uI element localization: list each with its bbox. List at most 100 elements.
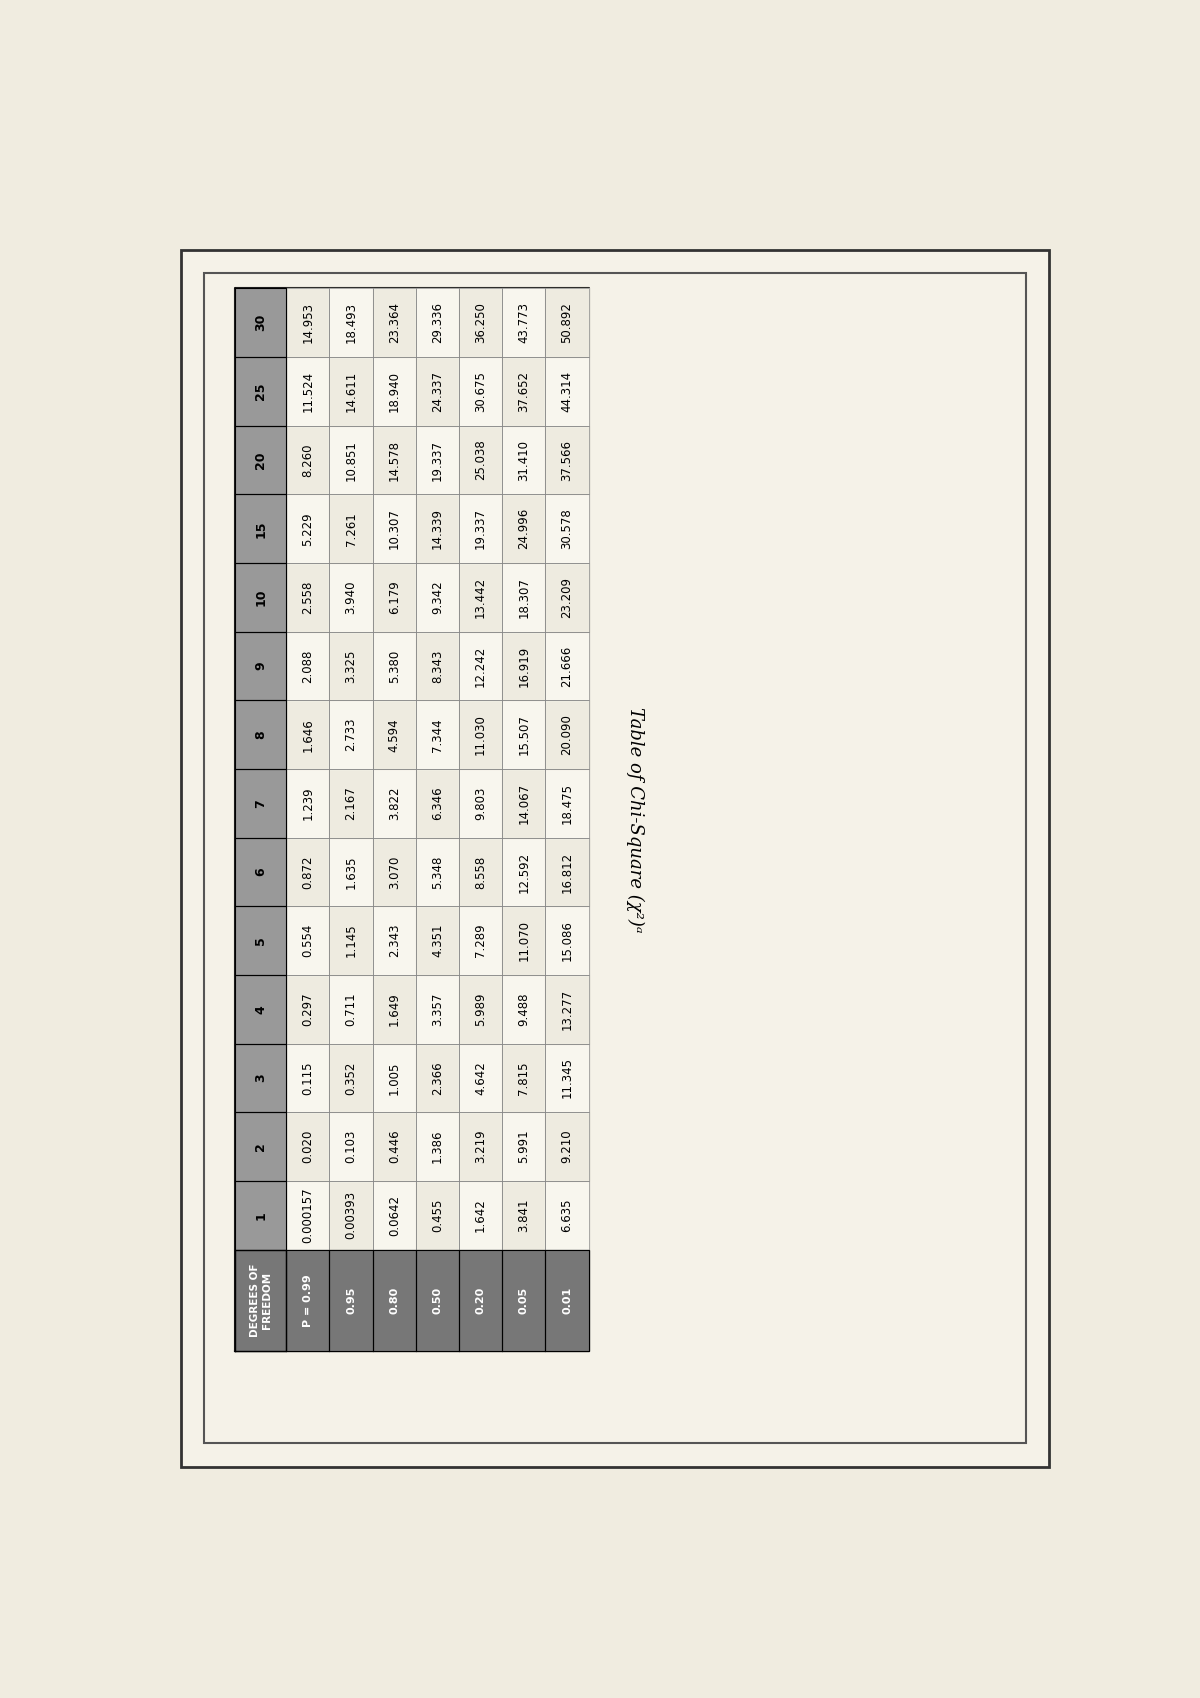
Polygon shape	[546, 632, 589, 700]
Polygon shape	[373, 1044, 416, 1112]
Polygon shape	[503, 564, 546, 632]
Text: 4: 4	[254, 1005, 268, 1014]
Polygon shape	[287, 494, 330, 564]
Text: 24.996: 24.996	[517, 508, 530, 550]
Polygon shape	[460, 357, 503, 426]
Text: 1.005: 1.005	[388, 1061, 401, 1095]
Polygon shape	[330, 632, 373, 700]
Text: 2.343: 2.343	[388, 924, 401, 958]
Polygon shape	[330, 426, 373, 494]
Text: 5: 5	[254, 936, 268, 946]
Polygon shape	[460, 1112, 503, 1182]
Polygon shape	[235, 632, 287, 700]
Polygon shape	[235, 975, 287, 1044]
Text: 10.851: 10.851	[344, 440, 358, 481]
Text: 31.410: 31.410	[517, 440, 530, 481]
Text: 23.364: 23.364	[388, 302, 401, 343]
Polygon shape	[460, 700, 503, 769]
Text: 3.841: 3.841	[517, 1199, 530, 1233]
Text: 12.242: 12.242	[474, 645, 487, 686]
Polygon shape	[287, 426, 330, 494]
Text: 18.940: 18.940	[388, 370, 401, 413]
Text: 1.239: 1.239	[301, 786, 314, 820]
Polygon shape	[235, 357, 287, 426]
Text: 8.260: 8.260	[301, 443, 314, 477]
Text: 0.297: 0.297	[301, 993, 314, 1026]
Text: 14.339: 14.339	[431, 508, 444, 548]
Polygon shape	[330, 1044, 373, 1112]
Polygon shape	[373, 564, 416, 632]
Polygon shape	[416, 907, 460, 975]
Polygon shape	[460, 632, 503, 700]
Text: 6.346: 6.346	[431, 786, 444, 820]
Text: 20.090: 20.090	[560, 715, 574, 756]
Polygon shape	[546, 494, 589, 564]
Text: 2: 2	[254, 1143, 268, 1151]
Polygon shape	[235, 1250, 287, 1352]
Polygon shape	[503, 837, 546, 907]
Polygon shape	[416, 289, 460, 357]
Polygon shape	[503, 426, 546, 494]
Polygon shape	[235, 289, 589, 1352]
Text: 37.652: 37.652	[517, 370, 530, 413]
Polygon shape	[416, 837, 460, 907]
Text: 21.666: 21.666	[560, 645, 574, 686]
Polygon shape	[546, 289, 589, 357]
Polygon shape	[416, 564, 460, 632]
Polygon shape	[373, 632, 416, 700]
Polygon shape	[330, 494, 373, 564]
Polygon shape	[235, 907, 287, 975]
Text: 0.352: 0.352	[344, 1061, 358, 1095]
Text: 11.070: 11.070	[517, 920, 530, 961]
Text: 16.812: 16.812	[560, 851, 574, 893]
Polygon shape	[373, 837, 416, 907]
Text: 19.337: 19.337	[431, 440, 444, 481]
Text: 14.578: 14.578	[388, 440, 401, 481]
Polygon shape	[503, 289, 546, 357]
Polygon shape	[235, 837, 287, 907]
Polygon shape	[287, 564, 330, 632]
Text: 25: 25	[254, 382, 268, 401]
Text: 50.892: 50.892	[560, 302, 574, 343]
Text: 15.507: 15.507	[517, 715, 530, 756]
Polygon shape	[460, 1182, 503, 1250]
Polygon shape	[373, 1112, 416, 1182]
Text: 1.642: 1.642	[474, 1199, 487, 1233]
Polygon shape	[503, 632, 546, 700]
Polygon shape	[287, 907, 330, 975]
Text: 4.594: 4.594	[388, 718, 401, 752]
Text: P = 0.99: P = 0.99	[302, 1274, 313, 1326]
Polygon shape	[546, 357, 589, 426]
Polygon shape	[460, 289, 503, 357]
Polygon shape	[546, 837, 589, 907]
Text: 5.229: 5.229	[301, 511, 314, 545]
Polygon shape	[287, 1044, 330, 1112]
Polygon shape	[287, 1250, 330, 1352]
Text: 5.380: 5.380	[388, 649, 401, 683]
Polygon shape	[235, 426, 287, 494]
Text: 12.592: 12.592	[517, 851, 530, 893]
Polygon shape	[503, 907, 546, 975]
Polygon shape	[330, 837, 373, 907]
Text: 24.337: 24.337	[431, 370, 444, 413]
Text: 0.0642: 0.0642	[388, 1195, 401, 1236]
Text: 9.342: 9.342	[431, 581, 444, 615]
Text: 8.558: 8.558	[474, 856, 487, 888]
Text: 7.815: 7.815	[517, 1061, 530, 1095]
Text: 2.366: 2.366	[431, 1061, 444, 1095]
Text: 1.649: 1.649	[388, 992, 401, 1026]
Text: 0.872: 0.872	[301, 856, 314, 888]
Polygon shape	[330, 769, 373, 837]
Polygon shape	[373, 426, 416, 494]
Text: 8: 8	[254, 730, 268, 739]
Polygon shape	[330, 907, 373, 975]
Polygon shape	[330, 1182, 373, 1250]
Text: 0.20: 0.20	[475, 1287, 486, 1314]
Text: 6.179: 6.179	[388, 581, 401, 615]
Text: 0.115: 0.115	[301, 1061, 314, 1095]
Text: 1.386: 1.386	[431, 1129, 444, 1163]
Polygon shape	[235, 1112, 287, 1182]
Text: 0.103: 0.103	[344, 1129, 358, 1163]
Text: 20: 20	[254, 452, 268, 469]
Polygon shape	[416, 1044, 460, 1112]
